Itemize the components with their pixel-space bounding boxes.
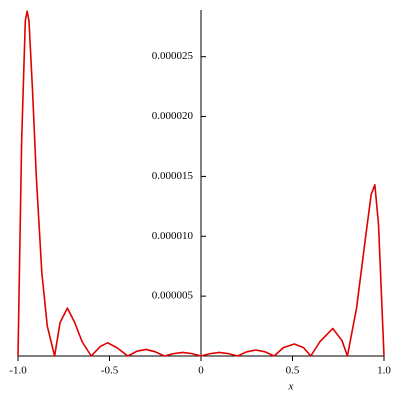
- x-axis-label: x: [288, 381, 294, 393]
- x-tick-label: 0.5: [286, 365, 300, 377]
- x-tick-label: -0.5: [101, 365, 119, 377]
- y-tick-label: 0.000005: [152, 290, 194, 302]
- y-tick-label: 0.000015: [152, 170, 194, 182]
- data-line: [17, 10, 385, 357]
- y-tick-label: 0.000020: [152, 110, 194, 122]
- y-tick-label: 0.000025: [152, 50, 194, 62]
- y-tick-label: 0.000010: [152, 230, 194, 242]
- x-tick-label: -1.0: [9, 365, 27, 377]
- x-tick-label: 1.0: [377, 365, 391, 377]
- x-tick-label: 0: [198, 365, 204, 377]
